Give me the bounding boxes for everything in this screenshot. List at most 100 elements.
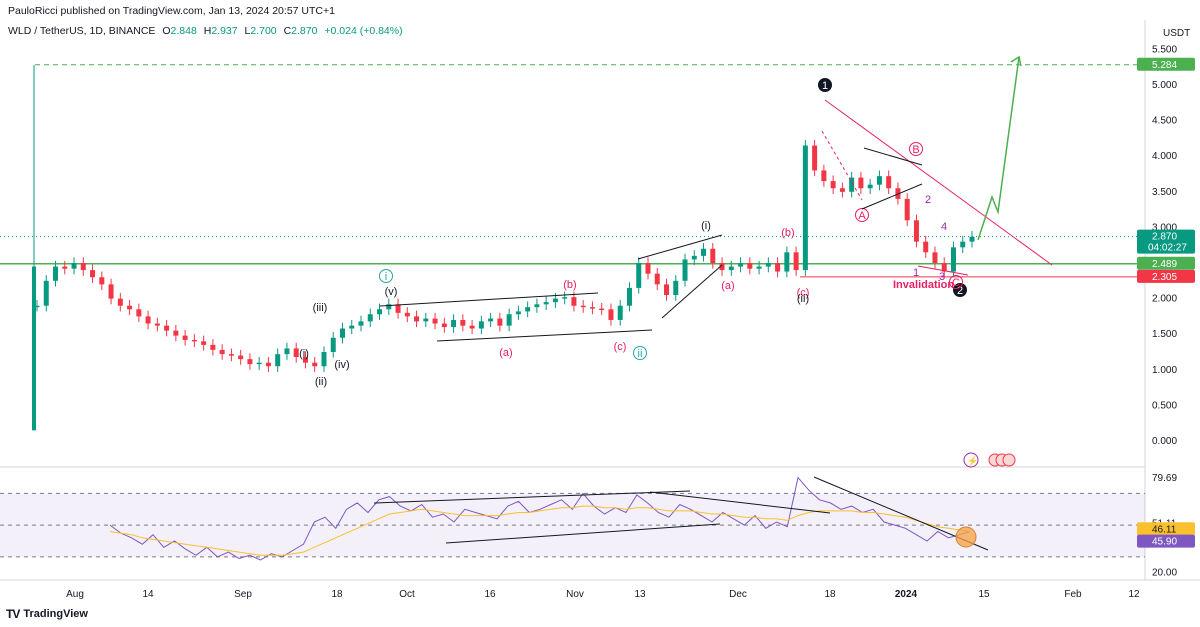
wave-label[interactable]: (c) <box>797 287 810 299</box>
candle-body <box>62 266 68 269</box>
rsi-upper-trendline[interactable] <box>373 490 691 504</box>
wave-label[interactable]: ii <box>638 348 643 360</box>
wave-label[interactable]: 1 <box>822 80 828 92</box>
wave-label[interactable]: (i) <box>299 348 309 360</box>
wedge-lower-line[interactable] <box>661 264 723 319</box>
triangle-lower-line[interactable] <box>861 183 923 210</box>
candle-body <box>386 304 392 310</box>
triangle-upper-line[interactable] <box>863 147 923 166</box>
wave-label[interactable]: B <box>912 144 919 156</box>
price-tick-label: 5.500 <box>1152 44 1177 55</box>
candle-body <box>571 297 577 306</box>
lightning-glyph: ⚡ <box>967 455 978 467</box>
candle-body <box>932 252 938 263</box>
price-badge-label: 5.284 <box>1152 60 1177 71</box>
candle-body <box>626 287 632 306</box>
time-tick-label: 18 <box>824 589 836 600</box>
candle-body <box>682 259 688 281</box>
countdown-label: 04:02:27 <box>1148 243 1187 254</box>
candle-body <box>960 241 966 248</box>
price-badge-label: 2.870 <box>1152 232 1177 243</box>
candle-body <box>839 188 845 192</box>
symbol-title: WLD / TetherUS, 1D, BINANCE <box>8 25 156 37</box>
wave-label[interactable]: (ii) <box>315 376 327 388</box>
rsi-badge <box>1137 522 1195 536</box>
wave-label[interactable]: (a) <box>721 280 734 292</box>
price-badge-label: 2.489 <box>1152 259 1177 270</box>
candle-body <box>821 170 827 182</box>
candle-body <box>173 330 179 336</box>
candle-body <box>654 273 660 285</box>
channel-lower-line[interactable] <box>436 329 653 342</box>
candle-body <box>775 263 781 272</box>
candle-body <box>90 270 96 278</box>
close-label: C <box>283 25 292 37</box>
candle-body <box>969 236 975 242</box>
wedge-upper-line[interactable] <box>637 234 723 260</box>
wave-label[interactable]: i <box>385 271 387 283</box>
time-tick-label: 16 <box>484 589 496 600</box>
rsi-badge-label: 45.90 <box>1152 537 1177 548</box>
wave-label[interactable]: (iii) <box>313 302 328 314</box>
wave-label-circle <box>953 283 967 297</box>
descending-trendline[interactable] <box>824 99 1053 266</box>
candle-body <box>747 263 753 269</box>
candle-body <box>219 349 225 355</box>
candle-body <box>728 266 734 271</box>
wave-label[interactable]: (c) <box>614 341 627 353</box>
candle-body <box>543 302 549 305</box>
candle-body <box>608 309 614 320</box>
time-tick-label: Aug <box>66 589 84 600</box>
us-flag-icon[interactable] <box>1002 453 1016 467</box>
wave-label[interactable]: (iv) <box>334 359 349 371</box>
high-value: 2.937 <box>211 25 238 37</box>
price-tick-label: 5.000 <box>1152 80 1177 91</box>
candle-body <box>913 220 919 242</box>
price-tick-label: 3.500 <box>1152 187 1177 198</box>
projection-path[interactable] <box>977 56 1020 241</box>
wave-label[interactable]: C <box>952 277 960 289</box>
wave-label[interactable]: (ii) <box>797 293 809 305</box>
wave-label[interactable]: A <box>858 210 866 222</box>
candle-body <box>701 248 707 256</box>
tradingview-brand[interactable]: TV TradingView <box>6 607 88 621</box>
candle-body <box>506 314 512 326</box>
candle-body <box>664 284 670 296</box>
candle-body <box>488 318 494 322</box>
lightning-icon[interactable] <box>963 452 979 468</box>
price-badge <box>1137 57 1195 71</box>
candle-body <box>830 181 836 189</box>
low-label: L <box>244 25 251 37</box>
rsi-badge <box>1137 534 1195 548</box>
rsi-mid-trendline[interactable] <box>649 491 831 514</box>
wave-label[interactable]: 1 <box>913 267 919 279</box>
candle-body <box>43 280 49 306</box>
wave-label[interactable]: 2 <box>957 285 963 297</box>
candle-body <box>127 305 133 310</box>
close-value: 2.870 <box>291 25 318 37</box>
rsi-badge-label: 46.11 <box>1152 524 1177 535</box>
wave-label[interactable]: (v) <box>385 286 398 298</box>
candle-body <box>312 362 318 367</box>
wave-label[interactable]: 3 <box>939 271 945 283</box>
candle-body <box>534 304 540 308</box>
wave-label-circle <box>909 142 923 156</box>
wave-label[interactable]: 4 <box>941 221 947 233</box>
candle-body <box>293 348 299 357</box>
candle-body <box>191 339 197 342</box>
wave-label-circle <box>633 346 647 360</box>
channel-upper-line[interactable] <box>379 292 599 307</box>
time-tick-label: Dec <box>729 589 747 600</box>
wave-label[interactable]: (b) <box>563 279 576 291</box>
wave-label[interactable]: (b) <box>781 227 794 239</box>
wave-a-dashed <box>821 130 863 201</box>
wave-label[interactable]: (i) <box>701 220 711 232</box>
wave-label[interactable]: Invalidation <box>893 279 954 291</box>
candle-body <box>201 341 207 345</box>
rsi-lower-trendline[interactable] <box>445 523 721 544</box>
candle-body <box>265 362 271 367</box>
wave-label[interactable]: (a) <box>499 347 512 359</box>
wave-label[interactable]: 2 <box>925 194 931 206</box>
invalidation-wedge-line <box>917 265 969 276</box>
